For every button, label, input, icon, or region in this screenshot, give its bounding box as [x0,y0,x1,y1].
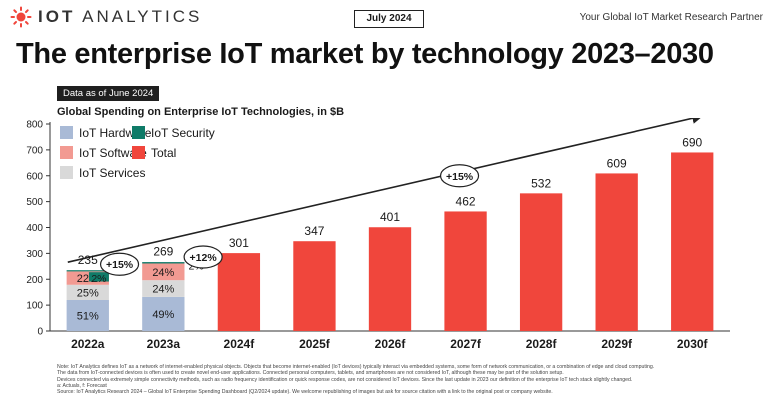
spending-bar-chart: 010020030040050060070080051%25%22%235202… [26,118,730,351]
growth-label: +12% [190,252,218,264]
note-line: Source: IoT Analytics Research 2024 – Gl… [57,389,553,396]
bar-segment [66,299,109,331]
note-line: a: Actuals, f: Forecast [57,382,107,389]
x-tick-label: 2022a [71,337,105,351]
segment-label: 2% [91,273,106,285]
x-tick-label: 2027f [450,337,482,351]
bar-segment [66,284,109,300]
note-line: The data from IoT-connected devices is o… [57,370,564,377]
y-tick-label: 0 [37,327,43,338]
top-bar: IOT ANALYTICS July 2024 Your Global IoT … [0,0,775,30]
segment-label: 24% [152,267,174,279]
bar-total-label: 690 [682,135,702,149]
x-tick-label: 2023a [147,337,181,351]
bar-total [217,253,261,331]
legend-label: IoT Services [79,166,145,180]
tagline: Your Global IoT Market Research Partner [579,12,763,23]
legend-swatch [60,166,73,179]
security-callout-box [88,272,109,282]
growth-label: +15% [446,171,474,183]
bar-total-label: 462 [456,194,476,208]
y-tick-label: 600 [26,171,43,182]
note-line: Note: IoT Analytics defines IoT as a net… [57,364,655,370]
brand-suffix: ANALYTICS [82,7,203,26]
growth-bubble [183,245,223,269]
bar-total [368,227,412,331]
bar-total-label: 235 [78,253,98,267]
segment-label: 51% [77,310,99,322]
growth-bubble [99,252,140,276]
bar-total-label: 401 [380,210,400,224]
segment-label: 25% [77,287,99,299]
y-tick-label: 500 [26,197,43,208]
bar-total [519,193,563,331]
x-tick-label: 2025f [299,337,331,351]
growth-label: +15% [106,259,134,271]
bar-segment [142,263,185,281]
bar-total-label: 269 [153,244,173,258]
y-tick-label: 300 [26,249,43,260]
legend-label: IoT Security [151,126,215,140]
growth-bubble [439,164,480,188]
y-tick-label: 800 [26,120,43,131]
x-tick-label: 2029f [601,337,633,351]
bar-segment [66,270,109,272]
date-badge: July 2024 [354,10,424,28]
segment-label: 24% [152,284,174,296]
page-title: The enterprise IoT market by technology … [16,38,714,70]
y-tick-label: 700 [26,145,43,156]
bar-segment [142,280,185,297]
x-tick-label: 2030f [677,337,709,351]
sun-logo-icon [10,6,32,28]
bar-segment [142,262,185,264]
x-tick-label: 2024f [224,337,256,351]
bar-total-label: 301 [229,236,249,250]
bar-total-label: 609 [607,156,627,170]
legend-label: IoT Software [79,146,147,160]
legend-swatch [60,126,73,139]
x-tick-label: 2026f [375,337,407,351]
bar-total [293,241,336,331]
iot-analytics-logo: IOT ANALYTICS [10,6,202,28]
legend-swatch [132,126,145,139]
legend-label: Total [151,146,176,160]
legend-swatch [132,146,145,159]
footnotes: Note: IoT Analytics defines IoT as a net… [57,364,757,395]
bar-total-label: 532 [531,176,551,190]
note-line: Devices connected via extremely simple c… [57,376,633,383]
bar-total-label: 347 [304,224,324,238]
y-tick-label: 200 [26,275,43,286]
bar-segment [142,296,185,331]
x-tick-label: 2028f [526,337,558,351]
growth-trend-arrow [67,118,704,263]
legend-swatch [60,146,73,159]
y-tick-label: 100 [26,301,43,312]
bar-total [595,173,638,331]
chart-subtitle: Global Spending on Enterprise IoT Techno… [57,106,345,118]
bar-total [671,152,714,331]
bar-total [444,211,487,331]
y-tick-label: 400 [26,223,43,234]
segment-label: 49% [152,309,174,321]
brand-prefix: IOT [38,7,76,26]
data-as-of-badge: Data as of June 2024 [57,86,160,101]
